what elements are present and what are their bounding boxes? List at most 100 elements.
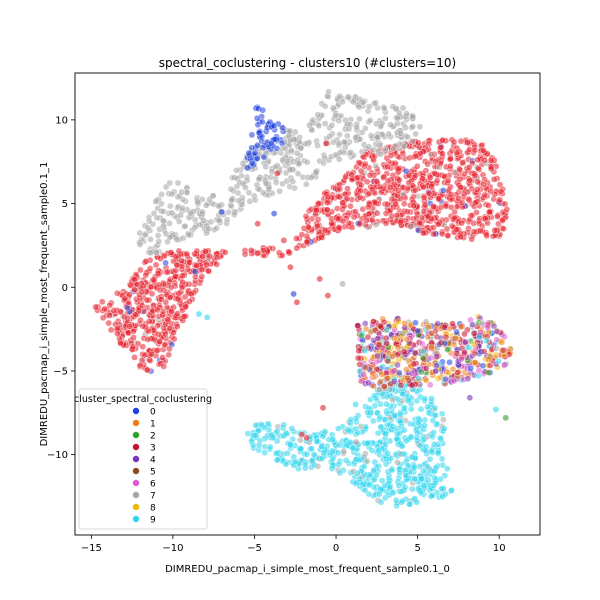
data-point (168, 209, 176, 217)
data-point (289, 178, 297, 185)
data-point (419, 467, 427, 475)
data-point (397, 218, 404, 226)
data-point (461, 170, 469, 178)
data-point (412, 319, 419, 327)
data-point (180, 313, 188, 321)
data-point (309, 116, 317, 124)
data-point (339, 98, 346, 106)
data-point (248, 159, 256, 167)
data-point (376, 386, 383, 393)
data-point (381, 115, 389, 122)
data-point (178, 283, 186, 291)
data-point (457, 137, 465, 145)
data-point (147, 283, 155, 291)
legend-label: 5 (150, 467, 156, 477)
data-point (278, 139, 286, 147)
data-point (441, 323, 448, 331)
data-point (242, 184, 249, 191)
data-point (318, 443, 326, 450)
data-point (422, 365, 430, 372)
data-point (262, 180, 270, 188)
data-point (181, 222, 189, 230)
data-point (433, 362, 441, 370)
data-point (254, 141, 261, 149)
data-point (308, 457, 316, 465)
data-point (318, 455, 326, 462)
data-point (398, 498, 406, 506)
data-point (303, 450, 311, 458)
data-point (441, 472, 449, 479)
data-point (384, 450, 392, 457)
data-point (395, 318, 402, 325)
legend-label: 8 (150, 503, 156, 513)
data-point (259, 106, 267, 114)
data-point (306, 122, 313, 129)
data-point (156, 286, 164, 294)
data-point (323, 199, 331, 206)
data-point (142, 257, 150, 265)
data-point (373, 120, 380, 127)
x-tick-label: −5 (247, 543, 262, 554)
data-point (434, 374, 442, 382)
data-point (450, 377, 458, 385)
data-point (447, 191, 455, 198)
data-point (199, 208, 206, 216)
data-point (476, 227, 484, 234)
data-point (349, 444, 357, 452)
legend-label: 2 (150, 431, 156, 441)
data-point (343, 132, 351, 140)
data-point (345, 219, 353, 227)
data-point (126, 291, 133, 299)
data-point (459, 159, 466, 167)
x-tick-label: −10 (162, 543, 183, 554)
data-point (481, 215, 489, 222)
data-point (356, 159, 364, 167)
legend-box (78, 388, 208, 530)
data-point (298, 431, 306, 438)
data-point (280, 421, 287, 429)
data-point (173, 323, 181, 330)
data-point (422, 447, 430, 455)
data-point (365, 103, 373, 110)
data-point (365, 143, 373, 151)
y-tick-label: 0 (62, 283, 68, 294)
data-point (446, 162, 454, 170)
data-point (430, 224, 437, 231)
data-point (321, 154, 329, 162)
data-point (303, 434, 311, 442)
data-point (369, 417, 377, 425)
data-point (346, 438, 354, 446)
data-point (286, 441, 294, 448)
data-point (364, 333, 372, 341)
data-point (383, 340, 390, 347)
data-point (484, 323, 492, 331)
data-point (429, 433, 436, 441)
data-point (385, 130, 392, 138)
data-point (182, 303, 190, 311)
data-point (215, 202, 223, 210)
data-point (160, 324, 167, 332)
data-point (126, 323, 134, 330)
data-point (376, 322, 384, 330)
data-point (425, 140, 433, 148)
data-point (252, 431, 260, 439)
data-point (254, 154, 261, 162)
data-point (334, 449, 342, 457)
data-point (162, 259, 169, 267)
data-point (158, 200, 165, 208)
data-point (487, 165, 495, 173)
data-point (348, 171, 355, 178)
data-point (207, 218, 215, 226)
data-point (422, 377, 430, 384)
data-point (360, 371, 368, 378)
data-point (433, 352, 441, 360)
data-point (368, 447, 376, 454)
data-point (260, 153, 268, 161)
data-point (434, 221, 442, 228)
data-point (314, 216, 322, 223)
data-point (285, 248, 292, 255)
x-tick-label: 0 (333, 543, 339, 554)
data-point (363, 439, 371, 447)
data-point (293, 149, 301, 157)
data-point (414, 419, 422, 426)
